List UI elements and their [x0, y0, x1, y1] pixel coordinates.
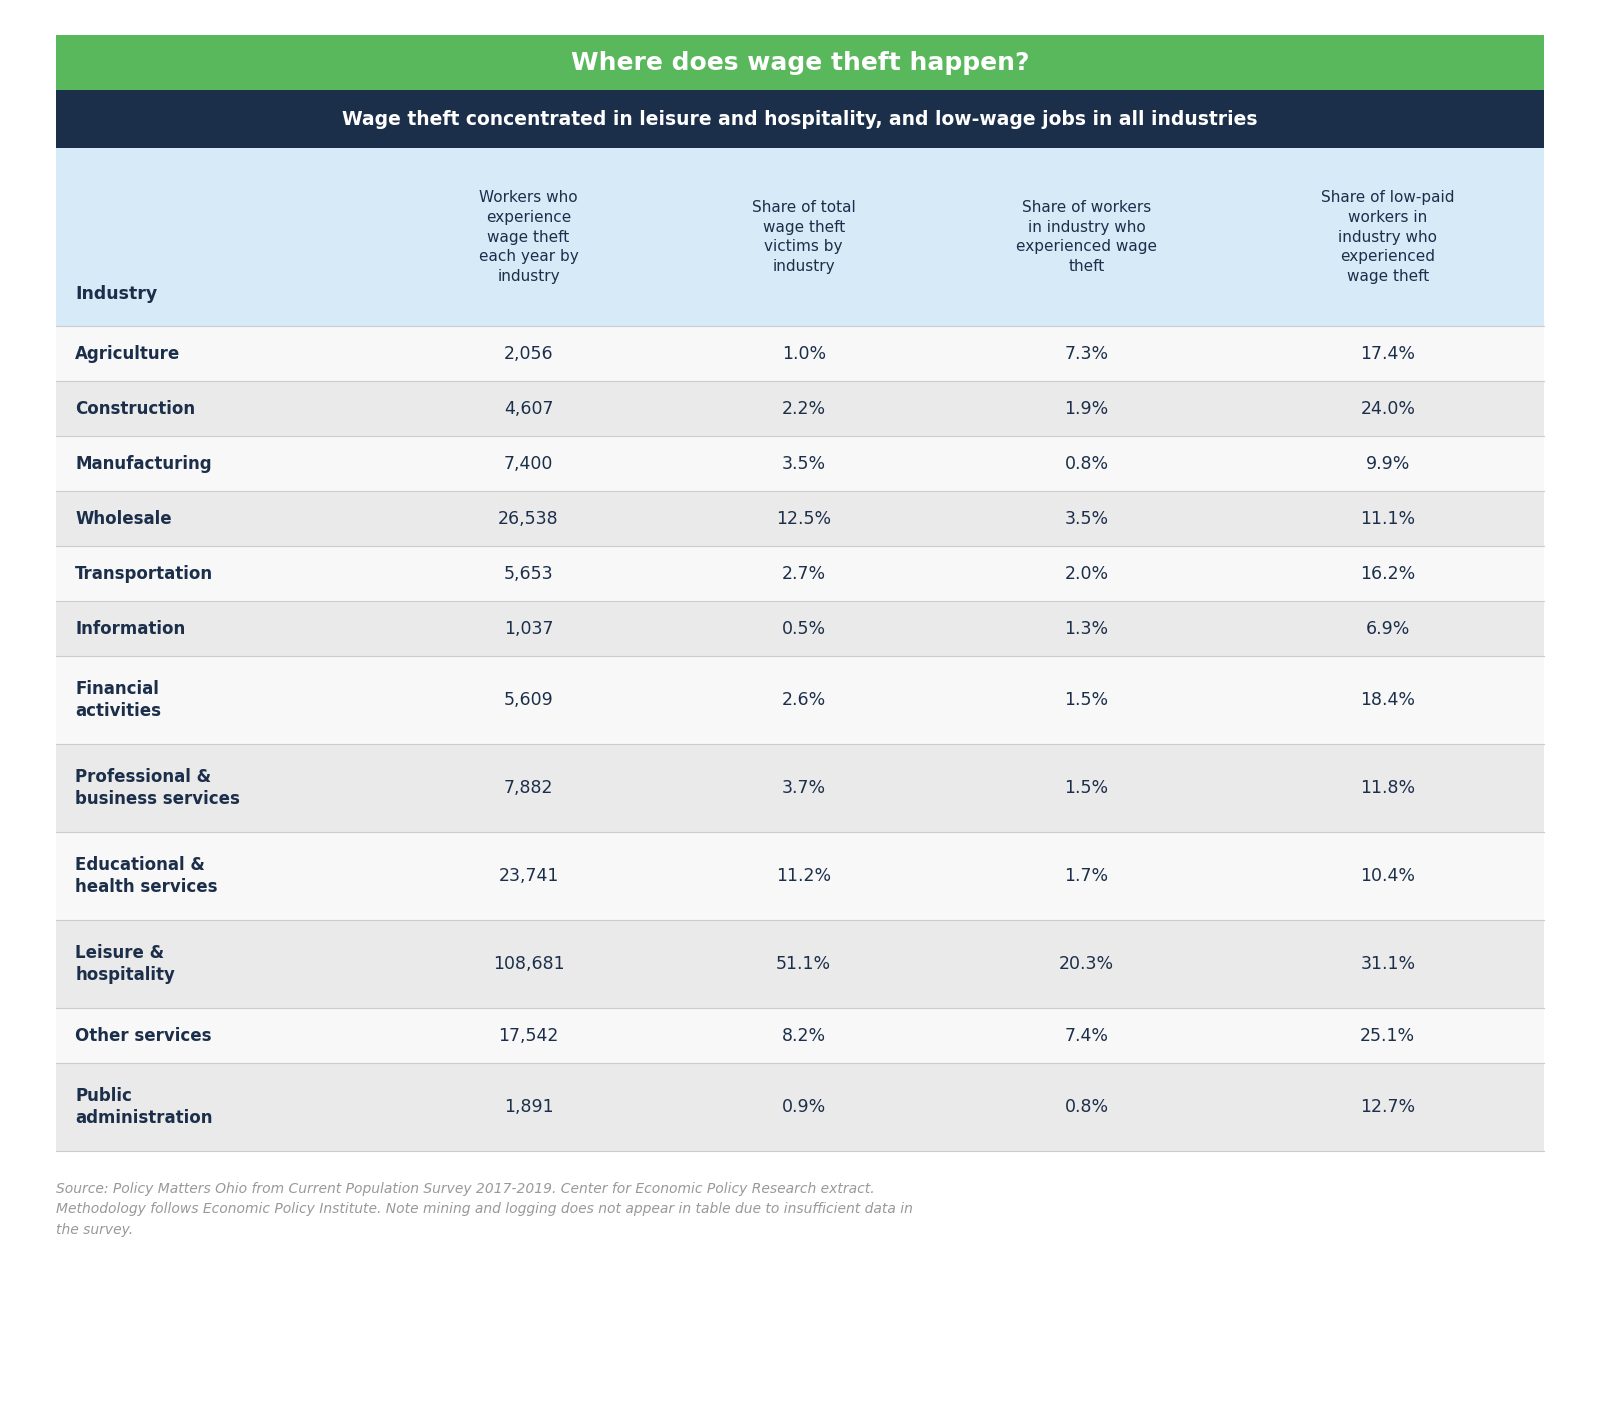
Text: 10.4%: 10.4% [1360, 867, 1416, 885]
Text: 17,542: 17,542 [498, 1027, 558, 1045]
Bar [56, 326, 1544, 381]
Text: 6.9%: 6.9% [1365, 619, 1410, 637]
Text: Wholesale: Wholesale [75, 510, 171, 528]
Text: 2,056: 2,056 [504, 345, 554, 363]
Bar [56, 1009, 1544, 1063]
Text: Workers who
experience
wage theft
each year by
industry: Workers who experience wage theft each y… [478, 191, 578, 284]
Text: 2.2%: 2.2% [782, 399, 826, 417]
Bar [56, 744, 1544, 832]
Text: 1.9%: 1.9% [1064, 399, 1109, 417]
Text: 1,037: 1,037 [504, 619, 554, 637]
Text: 0.9%: 0.9% [781, 1098, 826, 1117]
Text: 2.0%: 2.0% [1064, 565, 1109, 583]
Text: 3.7%: 3.7% [782, 779, 826, 797]
Text: Financial
activities: Financial activities [75, 679, 162, 720]
Text: 11.1%: 11.1% [1360, 510, 1416, 528]
Text: 1.7%: 1.7% [1064, 867, 1109, 885]
Text: Manufacturing: Manufacturing [75, 454, 211, 472]
Text: 5,653: 5,653 [504, 565, 554, 583]
Text: Agriculture: Agriculture [75, 345, 181, 363]
Text: Industry: Industry [75, 284, 157, 303]
Text: 1.3%: 1.3% [1064, 619, 1109, 637]
Text: Public
administration: Public administration [75, 1087, 213, 1128]
Bar [56, 546, 1544, 601]
Text: 108,681: 108,681 [493, 955, 565, 974]
Bar [56, 35, 1544, 90]
Text: 17.4%: 17.4% [1360, 345, 1416, 363]
Text: Source: Policy Matters Ohio from Current Population Survey 2017-2019. Center for: Source: Policy Matters Ohio from Current… [56, 1182, 914, 1237]
Bar [56, 149, 1544, 326]
Bar [56, 381, 1544, 436]
Bar [56, 656, 1544, 744]
Bar [56, 920, 1544, 1009]
Text: 25.1%: 25.1% [1360, 1027, 1416, 1045]
Text: Share of low-paid
workers in
industry who
experienced
wage theft: Share of low-paid workers in industry wh… [1322, 191, 1454, 284]
Text: Share of workers
in industry who
experienced wage
theft: Share of workers in industry who experie… [1016, 200, 1157, 275]
Text: 11.8%: 11.8% [1360, 779, 1416, 797]
Text: 3.5%: 3.5% [1064, 510, 1109, 528]
Text: 7.3%: 7.3% [1064, 345, 1109, 363]
Text: Transportation: Transportation [75, 565, 213, 583]
Text: 24.0%: 24.0% [1360, 399, 1416, 417]
Bar [56, 436, 1544, 490]
Text: Professional &
business services: Professional & business services [75, 768, 240, 808]
Text: 3.5%: 3.5% [782, 454, 826, 472]
Text: Other services: Other services [75, 1027, 211, 1045]
Text: 9.9%: 9.9% [1365, 454, 1410, 472]
Text: Leisure &
hospitality: Leisure & hospitality [75, 944, 174, 985]
Text: 20.3%: 20.3% [1059, 955, 1114, 974]
Text: 2.7%: 2.7% [782, 565, 826, 583]
Text: 11.2%: 11.2% [776, 867, 832, 885]
Text: Information: Information [75, 619, 186, 637]
Text: 2.6%: 2.6% [781, 691, 826, 709]
Text: Educational &
health services: Educational & health services [75, 856, 218, 897]
Text: 0.8%: 0.8% [1064, 454, 1109, 472]
Text: 1.0%: 1.0% [782, 345, 826, 363]
Text: 8.2%: 8.2% [782, 1027, 826, 1045]
Bar [56, 601, 1544, 656]
Bar [56, 490, 1544, 546]
Text: 26,538: 26,538 [498, 510, 558, 528]
Text: 23,741: 23,741 [498, 867, 558, 885]
Text: 16.2%: 16.2% [1360, 565, 1416, 583]
Text: 0.5%: 0.5% [782, 619, 826, 637]
Text: Wage theft concentrated in leisure and hospitality, and low-wage jobs in all ind: Wage theft concentrated in leisure and h… [342, 109, 1258, 129]
Text: Where does wage theft happen?: Where does wage theft happen? [571, 50, 1029, 74]
Bar [56, 1063, 1544, 1152]
Text: 7.4%: 7.4% [1064, 1027, 1109, 1045]
Text: 31.1%: 31.1% [1360, 955, 1416, 974]
Bar [56, 832, 1544, 920]
Text: 7,400: 7,400 [504, 454, 554, 472]
Text: 12.7%: 12.7% [1360, 1098, 1416, 1117]
Text: 7,882: 7,882 [504, 779, 554, 797]
Bar [56, 90, 1544, 149]
Text: 1.5%: 1.5% [1064, 691, 1109, 709]
Text: 1.5%: 1.5% [1064, 779, 1109, 797]
Text: 51.1%: 51.1% [776, 955, 832, 974]
Text: 0.8%: 0.8% [1064, 1098, 1109, 1117]
Text: 5,609: 5,609 [504, 691, 554, 709]
Text: Construction: Construction [75, 399, 195, 417]
Text: 1,891: 1,891 [504, 1098, 554, 1117]
Text: 12.5%: 12.5% [776, 510, 832, 528]
Text: Share of total
wage theft
victims by
industry: Share of total wage theft victims by ind… [752, 200, 856, 275]
Text: 4,607: 4,607 [504, 399, 554, 417]
Text: 18.4%: 18.4% [1360, 691, 1416, 709]
